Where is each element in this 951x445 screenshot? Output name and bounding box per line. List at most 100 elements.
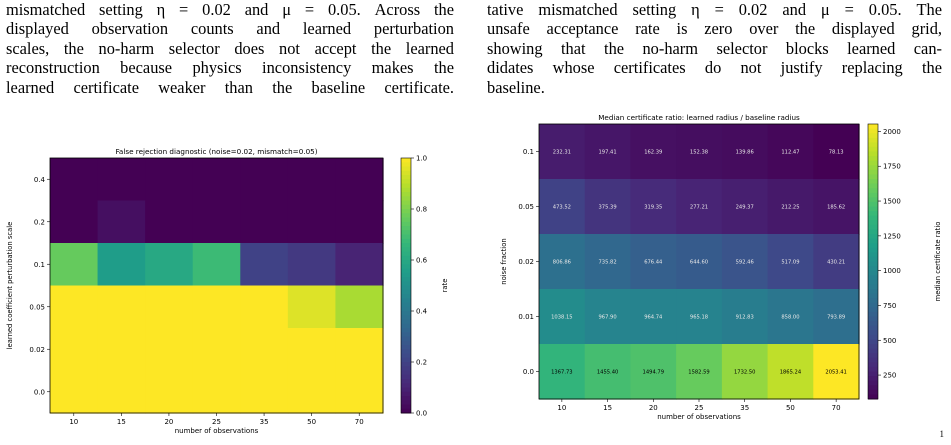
cell-value-label: 185.62 <box>827 205 845 211</box>
colorbar-segment <box>868 371 878 377</box>
x-tick-label: 50 <box>307 418 316 426</box>
colorbar-segment <box>868 174 878 180</box>
colorbar-segment <box>401 400 411 405</box>
colorbar-segment <box>868 201 878 207</box>
heatmap-cell <box>145 370 194 414</box>
colorbar-segment <box>401 366 411 371</box>
colorbar-tick-label: 0.6 <box>416 257 428 265</box>
colorbar-segment <box>401 323 411 329</box>
colorbar-segment <box>401 277 411 282</box>
heatmap-cell <box>630 234 677 290</box>
colorbar-tick-label: 0.8 <box>416 206 427 214</box>
heatmap-cell <box>145 328 194 372</box>
colorbar-segment <box>868 220 878 226</box>
colorbar-segment <box>868 380 878 386</box>
colorbar-segment <box>868 156 878 162</box>
cell-value-label: 78.13 <box>829 150 844 156</box>
colorbar-segment <box>868 192 878 198</box>
heatmap-cell <box>539 179 586 235</box>
colorbar-segment <box>401 204 411 210</box>
cell-value-label: 319.35 <box>644 205 662 211</box>
colorbar-segment <box>401 238 411 244</box>
right-line-2: unsafe acceptance rate is zero over the … <box>487 19 942 39</box>
colorbar-segment <box>868 151 878 157</box>
heatmap-cell <box>97 243 146 287</box>
colorbar-segment <box>401 255 411 261</box>
colorbar-segment <box>401 353 411 359</box>
left-line-4: reconstruction because physics inconsist… <box>6 58 454 78</box>
heatmap-cell <box>50 328 99 372</box>
cell-value-label: 967.90 <box>598 315 616 321</box>
cell-value-label: 806.86 <box>553 260 571 266</box>
y-tick-label: 0.1 <box>34 261 45 269</box>
colorbar-segment <box>401 200 411 206</box>
colorbar-segment <box>401 166 411 172</box>
heatmap-cell <box>287 200 337 244</box>
left-line-2: displayed observation counts and learned… <box>6 19 454 39</box>
colorbar-segment <box>868 321 878 327</box>
cell-value-label: 644.60 <box>690 260 708 266</box>
cell-value-label: 1732.50 <box>734 370 755 376</box>
heatmap-cell <box>335 328 384 372</box>
heatmap-cell <box>335 200 384 244</box>
left-line-5: learned certificate weaker than the base… <box>6 77 454 97</box>
heatmap-cell <box>584 124 632 180</box>
heatmap-cell <box>630 344 677 400</box>
cell-value-label: 793.89 <box>827 315 845 321</box>
colorbar-tick-label: 750 <box>883 302 896 310</box>
colorbar-segment <box>868 284 878 290</box>
heatmap-cells <box>50 158 384 414</box>
heatmap-cell <box>192 285 241 329</box>
colorbar-segment <box>868 229 878 235</box>
colorbar-segment <box>401 268 411 274</box>
colorbar-segment <box>401 362 411 367</box>
heatmap-cell <box>335 158 384 202</box>
cell-value-label: 517.09 <box>781 260 799 266</box>
heatmap-cell <box>676 124 723 180</box>
chart-title: Median certificate ratio: learned radius… <box>598 113 800 122</box>
colorbar-segment <box>401 383 411 388</box>
colorbar-segment <box>868 289 878 295</box>
x-axis-label: number of observations <box>175 427 259 435</box>
heatmap-cell <box>721 234 769 290</box>
heatmap-cell <box>721 179 769 235</box>
colorbar-segment <box>868 146 878 152</box>
colorbar-segment <box>401 162 411 167</box>
colorbar-tick-label: 1750 <box>883 163 901 171</box>
colorbar-segment <box>868 362 878 368</box>
heatmap-cell <box>145 243 194 287</box>
colorbar-tick-label: 500 <box>883 337 896 345</box>
heatmap-cell <box>767 289 814 345</box>
colorbar-segment <box>868 243 878 249</box>
heatmap-cell <box>335 243 384 287</box>
heatmap-cell <box>630 179 677 235</box>
colorbar-segment <box>401 408 411 414</box>
y-axis-label: noise fraction <box>500 238 508 284</box>
heatmap-cell <box>192 370 241 414</box>
colorbar-segment <box>401 183 411 189</box>
cell-value-label: 1582.59 <box>688 370 709 376</box>
x-tick-label: 70 <box>832 404 841 412</box>
colorbar-tick-label: 2000 <box>883 128 901 136</box>
colorbar-segment <box>868 252 878 258</box>
heatmap-cell <box>287 370 337 414</box>
colorbar-segment <box>401 396 411 401</box>
x-tick-label: 10 <box>557 404 566 412</box>
y-tick-label: 0.4 <box>34 176 46 184</box>
colorbar-segment <box>401 260 411 265</box>
colorbar-segment <box>401 336 411 342</box>
colorbar-frame <box>400 157 412 414</box>
heatmap-cell <box>630 289 677 345</box>
heatmap-cell <box>192 200 241 244</box>
colorbar-segment <box>401 345 411 350</box>
colorbar-segment <box>868 234 878 240</box>
colorbar-segment <box>401 221 411 227</box>
heatmap-cell <box>676 344 723 400</box>
false-rejection-heatmap: False rejection diagnostic (noise=0.02, … <box>6 147 449 435</box>
cell-value-label: 676.44 <box>644 260 663 266</box>
heatmap-cell <box>767 234 814 290</box>
colorbar-segment <box>868 224 878 230</box>
colorbar-segment <box>401 281 411 286</box>
heatmap-cell <box>813 179 860 235</box>
heatmap-cell <box>240 243 289 287</box>
